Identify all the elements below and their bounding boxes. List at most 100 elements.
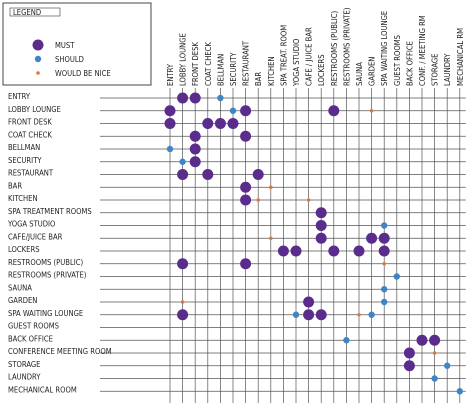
legend-label: SHOULD <box>55 55 84 64</box>
legend-swatch <box>32 39 44 51</box>
row-label: STORAGE <box>8 360 40 369</box>
column-label: LOCKERS <box>317 54 326 86</box>
row-label: MECHANICAL ROOM <box>8 385 77 394</box>
row-label: SAUNA <box>8 283 32 292</box>
column-label: COAT CHECK <box>204 42 213 86</box>
row-label: ENTRY <box>8 92 31 101</box>
adjacency-dot <box>164 105 176 117</box>
adjacency-dot <box>444 362 451 369</box>
adjacency-dot <box>353 245 365 257</box>
adjacency-dot <box>292 311 300 318</box>
column-label: ENTRY <box>166 63 175 86</box>
adjacency-dot <box>240 130 252 142</box>
row-label: CAFE/JUICE BAR <box>8 232 63 241</box>
row-label: LOBBY LOUNGE <box>8 105 61 114</box>
adjacency-dot <box>393 273 400 280</box>
adjacency-dot <box>381 298 388 306</box>
adjacency-dot <box>177 309 189 321</box>
adjacency-dot <box>382 261 387 266</box>
adjacency-dot <box>315 232 327 244</box>
column-label: BAR <box>254 72 263 86</box>
adjacency-dot <box>166 145 174 153</box>
adjacency-dot <box>381 222 388 229</box>
adjacency-dot <box>328 245 340 257</box>
column-label: LOBBY LOUNGE <box>179 33 188 86</box>
adjacency-dot <box>431 375 438 382</box>
column-label: RESTROOMS (PUBLIC) <box>330 10 339 86</box>
adjacency-dot <box>366 232 378 244</box>
column-label: RESTAURANT <box>242 40 251 86</box>
legend-box <box>2 2 152 86</box>
adjacency-dot <box>403 347 415 359</box>
row-label: BACK OFFICE <box>8 334 53 343</box>
row-label: YOGA STUDIO <box>7 220 55 229</box>
legend-title: LEGEND <box>13 8 41 17</box>
adjacency-dot <box>403 360 415 372</box>
adjacency-dot <box>416 334 428 346</box>
adjacency-dot <box>378 232 390 244</box>
column-label: YOGA STUDIO <box>292 39 301 87</box>
column-label: SPA TREAT. ROOM <box>279 25 288 86</box>
adjacency-dot <box>315 309 327 321</box>
adjacency-dot <box>456 388 463 395</box>
adjacency-dot <box>315 220 327 231</box>
row-label: FRONT DESK <box>8 118 52 127</box>
adjacency-dot <box>432 351 437 355</box>
adjacency-dot <box>180 300 185 304</box>
column-label: MECHANICAL RM <box>456 28 465 86</box>
adjacency-dot <box>202 169 214 180</box>
row-label: GARDEN <box>8 296 37 305</box>
row-label: CONFERENCE MEETING ROOM <box>8 347 112 356</box>
column-label: SAUNA <box>355 62 364 86</box>
adjacency-dot <box>429 334 441 346</box>
adjacency-dot <box>240 258 252 270</box>
row-label: RESTAURANT <box>8 169 54 178</box>
column-label: CAFE / JUICE BAR <box>305 27 314 86</box>
column-label: KITCHEN <box>267 56 276 86</box>
column-label: STORAGE <box>431 54 440 86</box>
row-label: SPA WAITING LOUNGE <box>8 309 83 318</box>
column-label: CONF. / MEETING RM <box>418 15 427 86</box>
row-label: GUEST ROOMS <box>8 322 59 331</box>
adjacency-dot <box>189 130 201 142</box>
adjacency-dot <box>306 198 311 202</box>
adjacency-dot <box>303 309 315 321</box>
column-label: GARDEN <box>368 57 377 86</box>
adjacency-dot <box>189 92 201 104</box>
adjacency-dot <box>217 94 224 102</box>
column-label: BACK OFFICE <box>405 41 414 86</box>
row-label: RESTROOMS (PUBLIC) <box>8 258 84 267</box>
adjacency-dot <box>369 108 374 113</box>
row-label: COAT CHECK <box>8 130 52 139</box>
adjacency-dot <box>177 92 189 104</box>
row-label: BAR <box>8 181 22 190</box>
row-label: LAUNDRY <box>8 373 41 382</box>
adjacency-dot <box>269 236 273 241</box>
adjacency-dot <box>368 311 375 318</box>
adjacency-dot <box>343 337 350 344</box>
column-label: FRONT DESK <box>191 42 200 86</box>
legend-title-box <box>9 7 61 17</box>
adjacency-dot <box>227 118 239 129</box>
column-label: SPA WAITING LOUNGE <box>380 11 389 86</box>
adjacency-dot <box>240 105 252 117</box>
legend-label: WOULD BE NICE <box>55 69 111 78</box>
adjacency-dot <box>189 143 201 155</box>
column-label: RESTROOMS (PRIVATE) <box>342 7 351 86</box>
adjacency-dot <box>269 185 273 190</box>
row-label: RESTROOMS (PRIVATE) <box>8 271 87 280</box>
column-label: LAUNDRY <box>443 53 452 86</box>
adjacency-dot <box>315 207 327 219</box>
column-label: SECURITY <box>229 52 238 86</box>
column-label: BELLMAN <box>216 54 225 86</box>
adjacency-dot <box>303 296 315 308</box>
adjacency-dot <box>277 245 289 257</box>
adjacency-dot <box>177 258 189 270</box>
adjacency-dot <box>290 245 302 257</box>
adjacency-dot <box>381 286 388 293</box>
adjacency-dot <box>189 156 201 168</box>
row-label: SPA TREATMENT ROOMS <box>8 207 92 216</box>
column-label: GUEST ROOMS <box>393 35 402 86</box>
adjacency-dot <box>256 198 261 202</box>
